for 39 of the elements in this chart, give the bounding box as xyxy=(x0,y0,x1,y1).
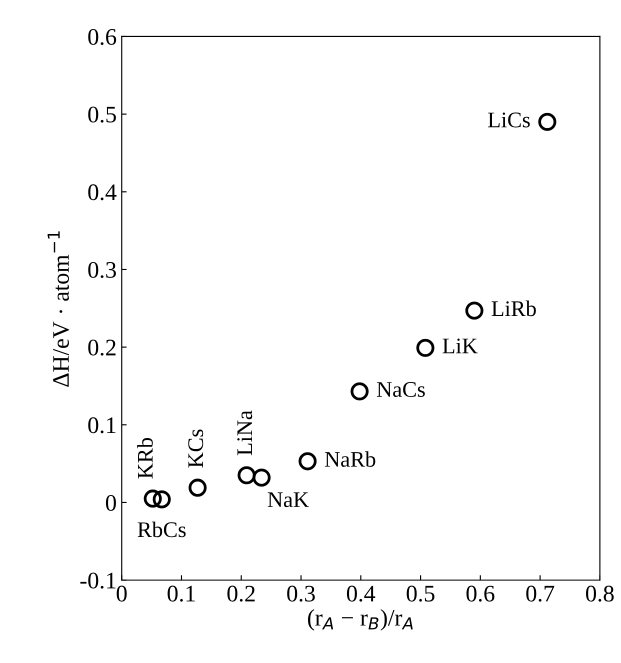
point xyxy=(144,490,162,508)
y-tick-label: 0 xyxy=(106,494,116,511)
x-tick-label: 0.6 xyxy=(466,586,494,602)
x-tick-label: 0.4 xyxy=(346,586,376,602)
y-tick-label: 0.4 xyxy=(88,184,116,200)
point xyxy=(416,338,434,357)
point xyxy=(298,452,317,470)
y-tick-label: 0.2 xyxy=(88,340,116,356)
point xyxy=(538,112,556,131)
x-tick-label: 0.3 xyxy=(287,586,315,602)
annotation: KCs xyxy=(188,430,204,468)
x-tick-label: 0.5 xyxy=(406,586,434,602)
annotation: RbCs xyxy=(138,522,186,538)
annotation: LiCs xyxy=(488,112,530,128)
point xyxy=(188,478,207,497)
annotation: NaCs xyxy=(376,382,425,397)
y-tick-label: 0.1 xyxy=(88,417,116,434)
y-tick-label: 0.3 xyxy=(88,262,116,278)
x-tick-label: 0.1 xyxy=(168,586,195,602)
annotation: NaK xyxy=(268,492,309,508)
point xyxy=(152,490,171,508)
y-tick-label: 0.5 xyxy=(88,106,116,123)
x-axis-title: (r$_{A}$ − r$_{B}$)/r$_{A}$ xyxy=(308,609,413,631)
annotation: LiNa xyxy=(237,410,252,456)
point xyxy=(252,468,271,487)
point xyxy=(238,466,256,484)
y-tick-label: 0.6 xyxy=(88,28,116,45)
y-tick-label: -0.1 xyxy=(80,572,116,589)
annotation: KRb xyxy=(137,438,153,478)
annotation: LiK xyxy=(442,338,478,354)
point xyxy=(465,302,484,320)
annotation: NaRb xyxy=(324,451,376,467)
x-tick-label: 0 xyxy=(116,586,127,602)
x-tick-label: 0.2 xyxy=(227,586,255,602)
point xyxy=(350,382,369,400)
annotation: LiRb xyxy=(492,300,536,316)
x-tick-label: 0.8 xyxy=(586,586,614,602)
x-tick-label: 0.7 xyxy=(526,586,554,602)
y-axis-title: ΔH/eV · atom$^{−1}$ xyxy=(48,231,70,387)
